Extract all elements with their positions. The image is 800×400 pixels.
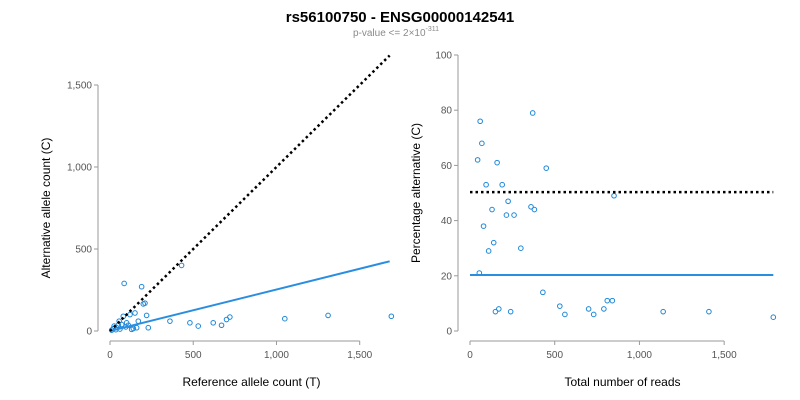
data-point [611,192,617,199]
reference-line [109,54,391,332]
data-point [503,212,510,218]
y-tick-label: 100 [435,51,452,62]
data-point [706,308,712,315]
data-point [130,325,137,332]
data-point [770,314,777,321]
data-point [609,297,616,304]
y-tick-label: 1,000 [67,163,92,174]
data-point [483,181,489,188]
data-point [562,311,568,318]
data-point [195,323,202,329]
y-tick-label: 0 [86,327,92,338]
data-point [474,157,481,163]
data-point [485,248,492,254]
data-point [187,320,193,326]
y-tick-label: 60 [441,161,453,172]
data-point [557,303,563,309]
left-panel: 0 500 1,000 1,500 0 500 1,000 1,500 Reference al… [39,54,395,389]
data-point [604,297,611,304]
data-point [227,314,233,320]
x-axis-label: Total number of reads [564,375,680,389]
data-point [138,283,145,290]
data-point [281,315,288,322]
data-point [325,312,331,319]
x-axis-label: Reference allele count (T) [182,375,320,389]
data-point [479,140,485,147]
data-point [660,308,666,315]
data-point [518,245,524,251]
data-point [540,289,546,296]
y-axis-label: Percentage alternative (C) [409,123,423,263]
chart-subtitle: p-value <= 2×10-311 [353,26,439,39]
x-tick-label: 1,000 [264,350,289,361]
x-tick-label: 500 [185,350,202,361]
data-point [528,204,534,210]
data-point [178,262,185,269]
subtitle-prefix: p-value <= 2×10 [353,28,426,39]
data-point [505,198,511,205]
subtitle-exponent: -311 [426,26,440,33]
y-tick-label: 80 [441,106,453,117]
data-point [494,159,500,166]
data-point [543,165,550,171]
y-axis-label: Alternative allele count (C) [39,138,53,279]
data-point [218,322,225,329]
data-point [143,312,150,319]
data-point [127,311,133,318]
data-point [590,311,597,318]
y-tick-label: 1,500 [67,81,92,92]
fit-line [109,260,390,332]
y-tick-label: 500 [75,245,92,256]
x-tick-label: 0 [467,350,473,361]
x-tick-label: 0 [107,350,113,361]
data-point [132,310,138,316]
data-point [490,239,497,246]
data-point [118,321,125,328]
data-point [529,110,536,116]
data-point [507,308,514,315]
data-point [489,206,495,213]
data-point [492,308,499,315]
data-point [167,318,173,324]
data-point [585,306,592,312]
x-tick-label: 1,000 [627,350,652,361]
y-tick-label: 20 [441,271,453,282]
x-tick-label: 1,500 [712,350,737,361]
data-point [511,212,517,218]
x-tick-label: 1,500 [347,350,372,361]
x-tick-label: 500 [546,350,563,361]
data-point [531,206,538,213]
data-point [142,300,148,306]
right-panel: 0 500 1,000 1,500 0 20 40 60 80 100 Total number o… [409,51,777,389]
y-tick-label: 40 [441,216,453,227]
data-point [480,223,487,229]
data-point [121,280,127,287]
data-point [388,313,395,320]
data-point [145,324,152,331]
data-point [477,118,483,125]
chart-title: rs56100750 - ENSG00000142541 [286,9,515,26]
data-point [601,306,607,312]
y-tick-label: 0 [446,327,452,338]
data-point [496,306,502,312]
data-point [210,320,217,326]
data-point [133,324,140,331]
data-point [499,181,505,188]
